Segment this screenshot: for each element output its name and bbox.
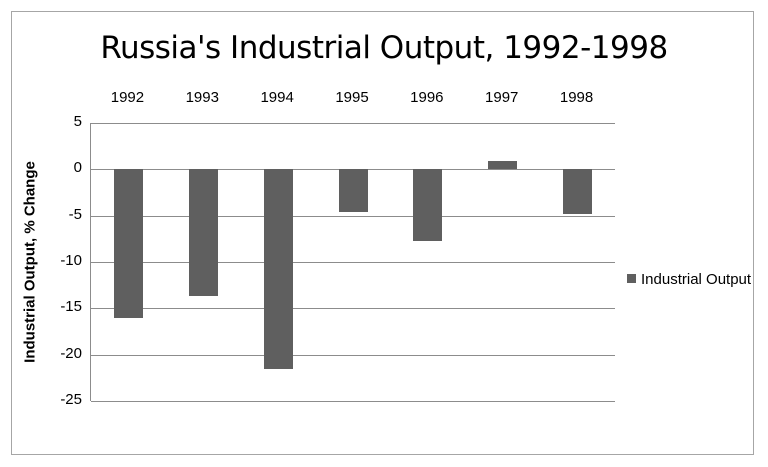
y-tick-label: -15 <box>60 298 82 316</box>
y-tick-label: 5 <box>73 113 82 130</box>
category-label-1995: 1995 <box>335 89 369 106</box>
bar-1997 <box>488 160 518 170</box>
category-label-1994: 1994 <box>260 89 294 106</box>
category-label-1996: 1996 <box>410 89 444 106</box>
category-label-1998: 1998 <box>559 89 594 106</box>
gridline <box>91 308 615 310</box>
gridline <box>91 123 615 124</box>
bar-1994 <box>263 169 293 370</box>
legend-swatch-icon <box>627 274 636 283</box>
legend-label: Industrial Output <box>641 271 752 288</box>
plot-area <box>90 123 615 402</box>
bar-1998 <box>563 169 593 214</box>
y-tick-label: -10 <box>60 252 82 269</box>
category-label-1992: 1992 <box>110 89 145 106</box>
bar-1995 <box>338 169 368 212</box>
y-tick-label: 0 <box>73 159 82 177</box>
y-tick-label: -20 <box>60 344 82 362</box>
y-tick-label: -5 <box>68 205 82 223</box>
bar-1993 <box>188 169 218 297</box>
category-label-1993: 1993 <box>185 89 219 106</box>
y-axis-label: Industrial Output, % Change <box>21 161 39 363</box>
gridline <box>91 401 615 402</box>
gridline <box>91 215 615 217</box>
bar-1996 <box>413 169 443 241</box>
gridline <box>91 262 615 263</box>
bar-1992 <box>113 169 143 318</box>
gridline <box>91 354 615 356</box>
category-label-1997: 1997 <box>485 89 519 106</box>
chart-title: Russia's Industrial Output, 1992-1998 <box>100 30 668 66</box>
y-tick-label: -25 <box>60 391 82 408</box>
